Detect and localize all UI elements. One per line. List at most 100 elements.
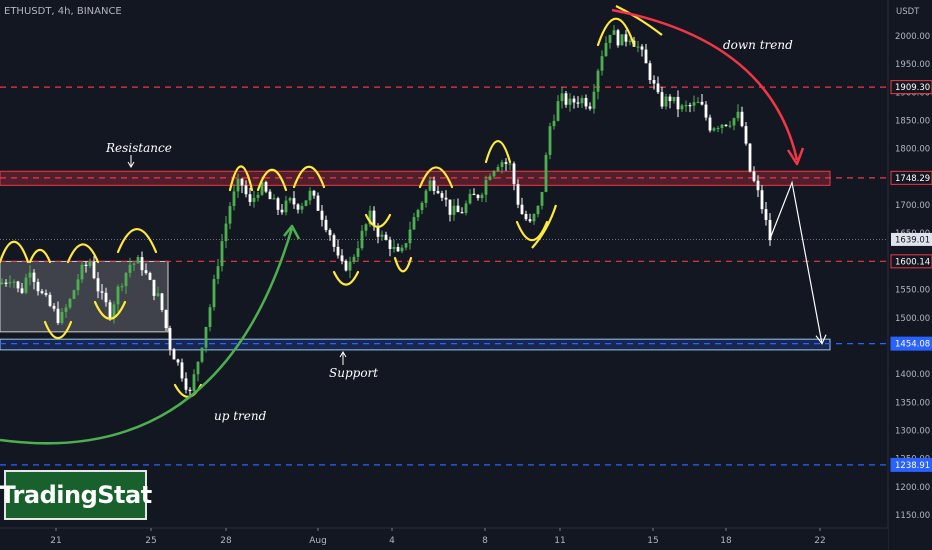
candle-body-163 xyxy=(652,80,656,84)
candle-body-9 xyxy=(36,281,40,292)
candle-body-144 xyxy=(576,102,580,104)
candle-body-18 xyxy=(72,290,76,299)
highlight-top-6 xyxy=(292,165,326,189)
candle-body-32 xyxy=(128,264,132,273)
zone-support xyxy=(0,338,831,351)
candle-body-41 xyxy=(164,309,168,329)
candle-body-188 xyxy=(752,171,756,181)
candle-body-175 xyxy=(700,101,704,105)
candle-body-122 xyxy=(488,176,492,180)
candle-body-56 xyxy=(224,223,228,242)
candle-body-132 xyxy=(528,219,532,222)
candle-body-15 xyxy=(60,311,64,323)
y-tick-1700.00: 1700.00 xyxy=(895,201,930,211)
candle-body-72 xyxy=(288,198,292,201)
candle-body-166 xyxy=(664,96,668,107)
candle-body-121 xyxy=(484,179,488,195)
candle-body-69 xyxy=(276,198,280,210)
candle-body-142 xyxy=(568,98,572,105)
highlight-bottom-1 xyxy=(93,300,127,320)
level-tag-bg-1600.14 xyxy=(890,254,932,269)
level-tag-bg-1748.29 xyxy=(890,170,932,185)
candle-body-55 xyxy=(220,241,224,267)
highlight-top-1 xyxy=(28,248,52,264)
candle-body-169 xyxy=(676,96,680,110)
candle-body-131 xyxy=(524,214,528,220)
candle-body-168 xyxy=(672,96,676,102)
candle-body-61 xyxy=(244,185,248,195)
resistance-pointer-head xyxy=(127,161,135,168)
candle-body-125 xyxy=(500,162,504,168)
candle-body-26 xyxy=(104,292,108,303)
candle-body-2 xyxy=(8,282,12,284)
highlight-bottom-tail xyxy=(531,204,558,249)
candle-body-23 xyxy=(92,262,96,279)
projection-path xyxy=(769,180,823,344)
resistance-label: Resistance xyxy=(106,141,172,155)
candle-body-21 xyxy=(84,264,88,266)
candle-body-76 xyxy=(304,200,308,206)
candle-body-107 xyxy=(428,180,432,191)
candle-body-159 xyxy=(636,46,640,48)
candle-body-31 xyxy=(124,272,128,287)
tradingstat-logo: TradingStat xyxy=(0,470,152,520)
candle-body-7 xyxy=(28,272,32,278)
symbol-label: ETHUSDT, 4h, BINANCE xyxy=(4,6,122,17)
candle-body-83 xyxy=(332,235,336,247)
candle-body-117 xyxy=(468,193,472,204)
candle-body-189 xyxy=(756,180,760,191)
y-tick-1400.00: 1400.00 xyxy=(895,370,930,380)
candle-body-113 xyxy=(452,205,456,215)
highlight-top-4 xyxy=(228,165,254,192)
candle-body-116 xyxy=(464,203,468,214)
candle-body-190 xyxy=(760,190,764,210)
y-tick-1550.00: 1550.00 xyxy=(895,286,930,296)
candle-body-8 xyxy=(32,272,36,282)
candle-body-115 xyxy=(460,212,464,214)
candle-body-49 xyxy=(196,361,200,375)
candle-body-143 xyxy=(572,98,576,103)
candle-body-128 xyxy=(512,163,516,185)
candle-body-68 xyxy=(272,198,276,200)
candle-body-181 xyxy=(724,124,728,126)
candle-body-139 xyxy=(556,101,560,121)
candle-body-184 xyxy=(736,111,740,119)
candle-body-12 xyxy=(48,294,52,306)
highlight-bottom-5 xyxy=(393,256,413,273)
candle-body-180 xyxy=(720,124,724,129)
candle-body-71 xyxy=(284,200,288,213)
level-tag-1600.14: 1600.14 xyxy=(895,257,930,267)
candle-body-48 xyxy=(192,374,196,391)
candle-body-29 xyxy=(116,286,120,305)
y-tick-1300.00: 1300.00 xyxy=(895,426,930,436)
candle-body-42 xyxy=(168,328,172,350)
y-tick-1500.00: 1500.00 xyxy=(895,314,930,324)
candle-body-90 xyxy=(360,230,364,249)
candle-body-58 xyxy=(232,191,236,207)
highlight-bottom-4 xyxy=(364,213,392,228)
candle-body-138 xyxy=(552,120,556,127)
highlight-top-9 xyxy=(596,17,636,47)
candle-body-109 xyxy=(436,190,440,194)
highlight-top-2 xyxy=(66,243,100,264)
candle-body-102 xyxy=(408,229,412,244)
candle-body-17 xyxy=(68,298,72,308)
candle-body-127 xyxy=(508,163,512,165)
candle-body-64 xyxy=(256,194,260,198)
y-tick-1200.00: 1200.00 xyxy=(895,483,930,493)
candle-body-70 xyxy=(280,209,284,213)
candle-body-63 xyxy=(252,197,256,202)
down-trend-label: down trend xyxy=(723,38,793,52)
candle-body-161 xyxy=(644,49,648,64)
candle-body-38 xyxy=(152,279,156,296)
candle-body-91 xyxy=(364,224,368,231)
candle-body-165 xyxy=(660,92,664,107)
candle-body-79 xyxy=(316,195,320,211)
candle-body-43 xyxy=(172,349,176,360)
candle-body-157 xyxy=(628,40,632,42)
candle-body-118 xyxy=(472,193,476,196)
candle-body-126 xyxy=(504,162,508,164)
